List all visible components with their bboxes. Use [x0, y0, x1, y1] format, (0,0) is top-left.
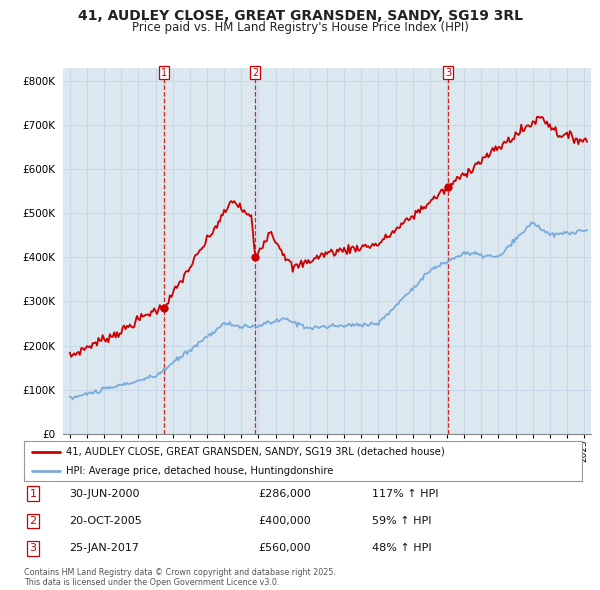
Text: 2: 2 [29, 516, 37, 526]
Text: 25-JAN-2017: 25-JAN-2017 [69, 543, 139, 553]
Text: 1: 1 [29, 489, 37, 499]
Text: 59% ↑ HPI: 59% ↑ HPI [372, 516, 431, 526]
Text: HPI: Average price, detached house, Huntingdonshire: HPI: Average price, detached house, Hunt… [66, 466, 333, 476]
Text: 1: 1 [161, 67, 167, 77]
Text: 2: 2 [252, 67, 258, 77]
Text: £560,000: £560,000 [258, 543, 311, 553]
Text: 117% ↑ HPI: 117% ↑ HPI [372, 489, 439, 499]
Text: Price paid vs. HM Land Registry's House Price Index (HPI): Price paid vs. HM Land Registry's House … [131, 21, 469, 34]
Text: 3: 3 [29, 543, 37, 553]
Text: 41, AUDLEY CLOSE, GREAT GRANSDEN, SANDY, SG19 3RL: 41, AUDLEY CLOSE, GREAT GRANSDEN, SANDY,… [77, 9, 523, 23]
Text: Contains HM Land Registry data © Crown copyright and database right 2025.
This d: Contains HM Land Registry data © Crown c… [24, 568, 336, 587]
Text: 48% ↑ HPI: 48% ↑ HPI [372, 543, 431, 553]
Text: £400,000: £400,000 [258, 516, 311, 526]
Text: 3: 3 [445, 67, 451, 77]
Text: 20-OCT-2005: 20-OCT-2005 [69, 516, 142, 526]
Text: £286,000: £286,000 [258, 489, 311, 499]
Text: 41, AUDLEY CLOSE, GREAT GRANSDEN, SANDY, SG19 3RL (detached house): 41, AUDLEY CLOSE, GREAT GRANSDEN, SANDY,… [66, 447, 445, 457]
Text: 30-JUN-2000: 30-JUN-2000 [69, 489, 139, 499]
